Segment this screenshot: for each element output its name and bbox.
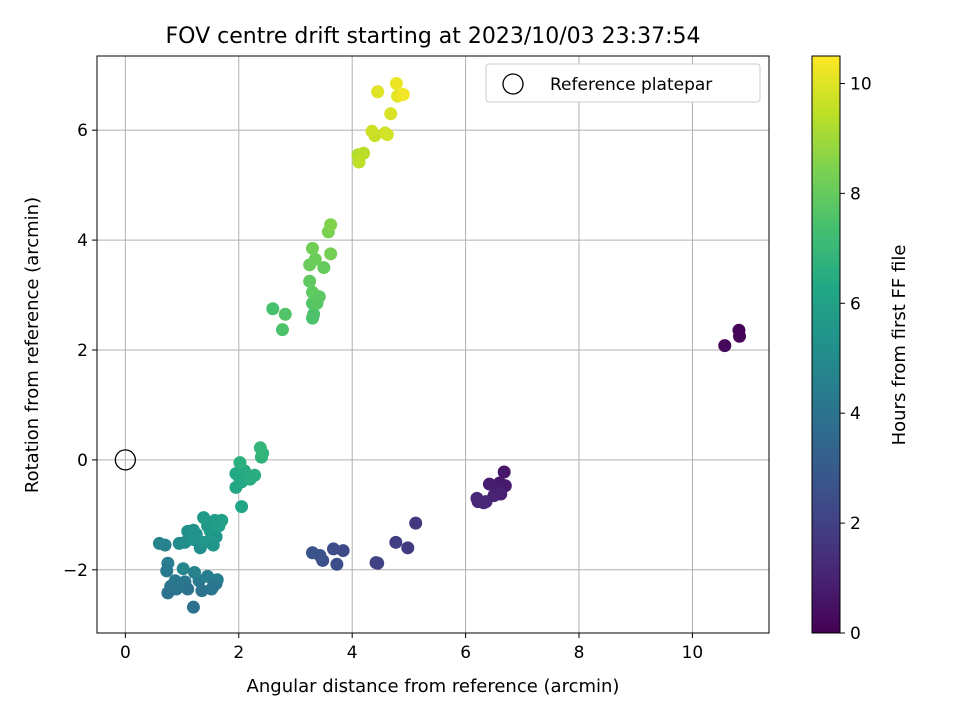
- legend-marker-reference: [502, 73, 524, 95]
- colorbar-ticks: 0 2 4 6 8 10: [840, 74, 872, 644]
- data-point: [160, 564, 174, 578]
- data-point: [303, 274, 317, 288]
- reference-marker-layer: [114, 449, 137, 471]
- x-axis-label: Angular distance from reference (arcmin): [247, 676, 620, 697]
- data-point: [235, 500, 249, 514]
- colorbar: 0 2 4 6 8 10 Hours from first FF file: [811, 55, 910, 644]
- x-tick-label: 6: [460, 643, 471, 663]
- data-point: [275, 323, 289, 337]
- data-point: [352, 155, 366, 169]
- legend-box: [485, 63, 761, 103]
- data-point: [396, 87, 410, 101]
- x-tick-label: 4: [347, 643, 358, 663]
- data-point: [477, 496, 491, 510]
- data-point: [248, 468, 262, 482]
- data-point: [718, 339, 732, 353]
- data-point: [305, 546, 319, 560]
- x-tick-label: 0: [120, 643, 131, 663]
- legend-entry-reference: Reference platepar: [550, 75, 712, 95]
- data-point: [253, 441, 267, 455]
- data-point: [266, 302, 280, 316]
- data-point: [308, 252, 322, 266]
- data-point: [482, 477, 496, 491]
- data-point: [181, 582, 195, 596]
- data-point: [317, 261, 331, 275]
- data-point: [371, 85, 385, 99]
- data-point: [305, 285, 319, 299]
- data-point: [409, 516, 423, 530]
- y-tick-label: −2: [63, 561, 88, 581]
- data-point: [369, 556, 383, 570]
- data-point: [384, 107, 398, 121]
- data-point: [389, 535, 403, 549]
- y-axis-label: Rotation from reference (arcmin): [22, 197, 43, 493]
- data-point: [186, 600, 200, 614]
- data-point: [195, 584, 209, 598]
- data-point: [206, 579, 220, 593]
- data-point: [307, 307, 321, 321]
- colorbar-tick-label: 6: [850, 294, 861, 314]
- x-tick-label: 2: [233, 643, 244, 663]
- x-tick-label: 8: [574, 643, 585, 663]
- colorbar-gradient: [811, 55, 841, 634]
- colorbar-label: Hours from first FF file: [889, 245, 910, 446]
- y-tick-label: 2: [77, 341, 88, 361]
- data-point: [305, 241, 319, 255]
- data-point: [324, 218, 338, 232]
- data-point: [365, 124, 379, 138]
- data-point: [380, 128, 394, 142]
- points: [152, 76, 747, 614]
- y-axis-ticks: −2 0 2 4 6: [63, 121, 97, 581]
- data-point: [278, 307, 292, 321]
- data-point: [186, 523, 200, 537]
- y-tick-label: 4: [77, 231, 88, 251]
- data-point: [176, 562, 190, 576]
- data-point: [197, 511, 211, 525]
- data-point: [208, 513, 222, 527]
- data-point: [324, 247, 338, 261]
- colorbar-tick-label: 4: [850, 404, 861, 424]
- data-point: [497, 465, 511, 479]
- data-point: [209, 530, 223, 544]
- data-point: [733, 329, 747, 343]
- colorbar-tick-label: 10: [850, 74, 872, 94]
- data-point: [326, 542, 340, 556]
- colorbar-tick-label: 2: [850, 514, 861, 534]
- data-point: [336, 544, 350, 558]
- y-tick-label: 0: [77, 451, 88, 471]
- data-point: [401, 541, 415, 555]
- chart-title: FOV centre drift starting at 2023/10/03 …: [166, 24, 701, 49]
- y-tick-label: 6: [77, 121, 88, 141]
- data-point: [389, 76, 403, 90]
- plot-area: [96, 55, 770, 634]
- x-axis-ticks: 0 2 4 6 8 10: [120, 633, 703, 663]
- data-point: [330, 557, 344, 571]
- legend: Reference platepar: [485, 63, 761, 103]
- x-tick-label: 10: [682, 643, 704, 663]
- colorbar-tick-label: 8: [850, 184, 861, 204]
- data-point: [233, 456, 247, 470]
- colorbar-tick-label: 0: [850, 624, 861, 644]
- data-point: [158, 538, 172, 552]
- data-point: [188, 566, 202, 580]
- reference-platepar-marker: [114, 449, 137, 471]
